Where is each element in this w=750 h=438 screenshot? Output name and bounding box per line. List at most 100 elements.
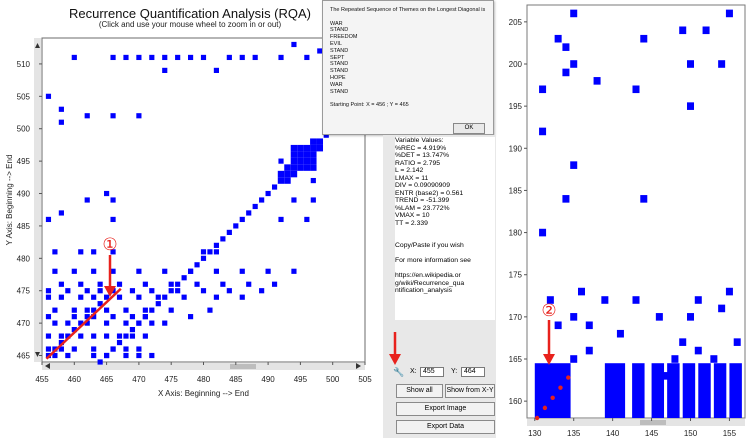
recurrence-point	[304, 152, 310, 158]
recurrence-point	[123, 352, 129, 359]
ok-button[interactable]: OK	[453, 123, 485, 134]
stat-line: L = 2.142	[395, 167, 424, 174]
recurrence-point	[539, 127, 547, 136]
recurrence-point	[278, 216, 284, 223]
recurrence-point	[142, 314, 148, 320]
block-point	[310, 157, 317, 165]
recurrence-point	[91, 346, 97, 352]
recurrence-point	[162, 320, 168, 326]
recurrence-point	[226, 288, 232, 294]
show-from-xy-button[interactable]: Show from X-Y	[445, 384, 495, 398]
block-point	[297, 164, 304, 171]
wrench-icon[interactable]: 🔧	[393, 367, 405, 377]
recurrence-point	[246, 281, 252, 287]
y-tick-label: 205	[509, 18, 523, 27]
recurrence-point	[45, 333, 52, 339]
recurrence-point	[52, 249, 58, 255]
diagonal-point	[194, 262, 200, 268]
block-point	[290, 170, 298, 178]
recurrence-point	[310, 197, 316, 203]
recurrence-point	[162, 54, 168, 61]
recurrence-point	[187, 54, 194, 61]
recurrence-point	[78, 320, 84, 326]
annotation-arrow	[389, 332, 401, 365]
recurrence-point	[116, 281, 123, 287]
recurrence-point	[679, 26, 687, 35]
horizontal-scrollbar	[527, 419, 745, 426]
theme-item: FREEDOM	[330, 34, 358, 41]
recurrence-point	[84, 288, 90, 294]
show-all-button[interactable]: Show all	[396, 384, 443, 398]
recurrence-point	[97, 288, 103, 294]
recurrence-point	[116, 294, 123, 300]
recurrence-block	[632, 363, 645, 418]
recurrence-point	[65, 333, 71, 339]
stat-line: %DET = 13.747%	[395, 152, 450, 159]
y-tick-label: 160	[509, 397, 523, 406]
recurrence-plot-zoomed[interactable]: 130 135 140 145 150 155 160 165 170 175 180 185 190 1…	[500, 0, 750, 438]
recurrence-point	[181, 294, 187, 300]
recurrence-point	[259, 288, 265, 294]
recurrence-point	[175, 288, 181, 294]
recurrence-point	[78, 281, 84, 287]
y-tick-label: 505	[17, 92, 31, 101]
y-input[interactable]	[461, 367, 485, 377]
x-tick-label: 495	[294, 375, 308, 384]
diagonal-point	[207, 249, 213, 255]
diagonal-point	[155, 301, 161, 307]
diagonal-point	[181, 275, 187, 281]
recurrence-point	[239, 268, 245, 274]
recurrence-point	[265, 268, 271, 274]
recurrence-point	[136, 268, 142, 274]
y-label: Y:	[451, 368, 458, 375]
recurrence-point	[593, 77, 601, 85]
x-tick-label: 480	[197, 375, 211, 384]
recurrence-point	[65, 288, 71, 294]
y-tick-label: 200	[509, 60, 523, 69]
y-tick-label: 170	[509, 313, 523, 322]
stat-line: %REC = 4.919%	[395, 144, 447, 152]
block-point	[303, 157, 311, 165]
recurrence-point	[78, 333, 84, 339]
diagonal-highlight-dot	[550, 395, 555, 400]
recurrence-point	[84, 307, 90, 313]
diagonal-highlight-dot	[558, 385, 563, 390]
export-image-button[interactable]: Export Image	[396, 402, 495, 416]
y-tick-label: 195	[509, 102, 523, 111]
diagonal-point	[252, 203, 258, 210]
recurrence-point	[546, 296, 554, 304]
recurrence-plot-main[interactable]: 455 460 465 470 475 480 485 490 495 500 505 465 470 4…	[0, 0, 380, 438]
recurrence-point	[554, 321, 562, 330]
stats-textbox[interactable]: Variable Values: %REC = 4.919% %DET = 13.7…	[395, 137, 495, 320]
recurrence-point	[129, 314, 136, 320]
annotation-arrow-head	[104, 286, 116, 297]
recurrence-point	[304, 54, 310, 61]
chart-title: Recurrence Quantification Analysis (RQA)	[68, 6, 312, 21]
recurrence-point	[291, 41, 297, 48]
recurrence-point	[577, 287, 586, 296]
block-point	[310, 151, 317, 158]
x-input[interactable]	[420, 367, 444, 377]
recurrence-point	[136, 294, 142, 300]
export-data-button[interactable]: Export Data	[396, 420, 495, 434]
recurrence-point	[213, 294, 220, 300]
recurrence-point	[671, 355, 679, 363]
recurrence-point	[640, 195, 648, 203]
recurrence-point	[123, 54, 129, 61]
recurrence-point	[718, 60, 726, 68]
recurrence-point	[84, 314, 90, 320]
recurrence-block	[667, 363, 680, 418]
diagonal-point	[220, 236, 226, 242]
recurrence-point	[252, 54, 258, 61]
diagonal-point	[323, 132, 329, 138]
scroll-left-arrow	[45, 363, 50, 369]
diagonal-point	[97, 359, 103, 365]
recurrence-point	[110, 113, 116, 119]
chart-subtitle: (Click and use your mouse wheel to zoom …	[98, 20, 282, 29]
stat-line: LMAX = 11	[395, 174, 429, 182]
recurrence-block	[713, 363, 727, 418]
control-panel: Variable Values: %REC = 4.919% %DET = 13.7…	[383, 135, 496, 438]
recurrence-point	[136, 54, 142, 61]
x-label: X:	[410, 368, 417, 375]
recurrence-point	[84, 197, 90, 203]
